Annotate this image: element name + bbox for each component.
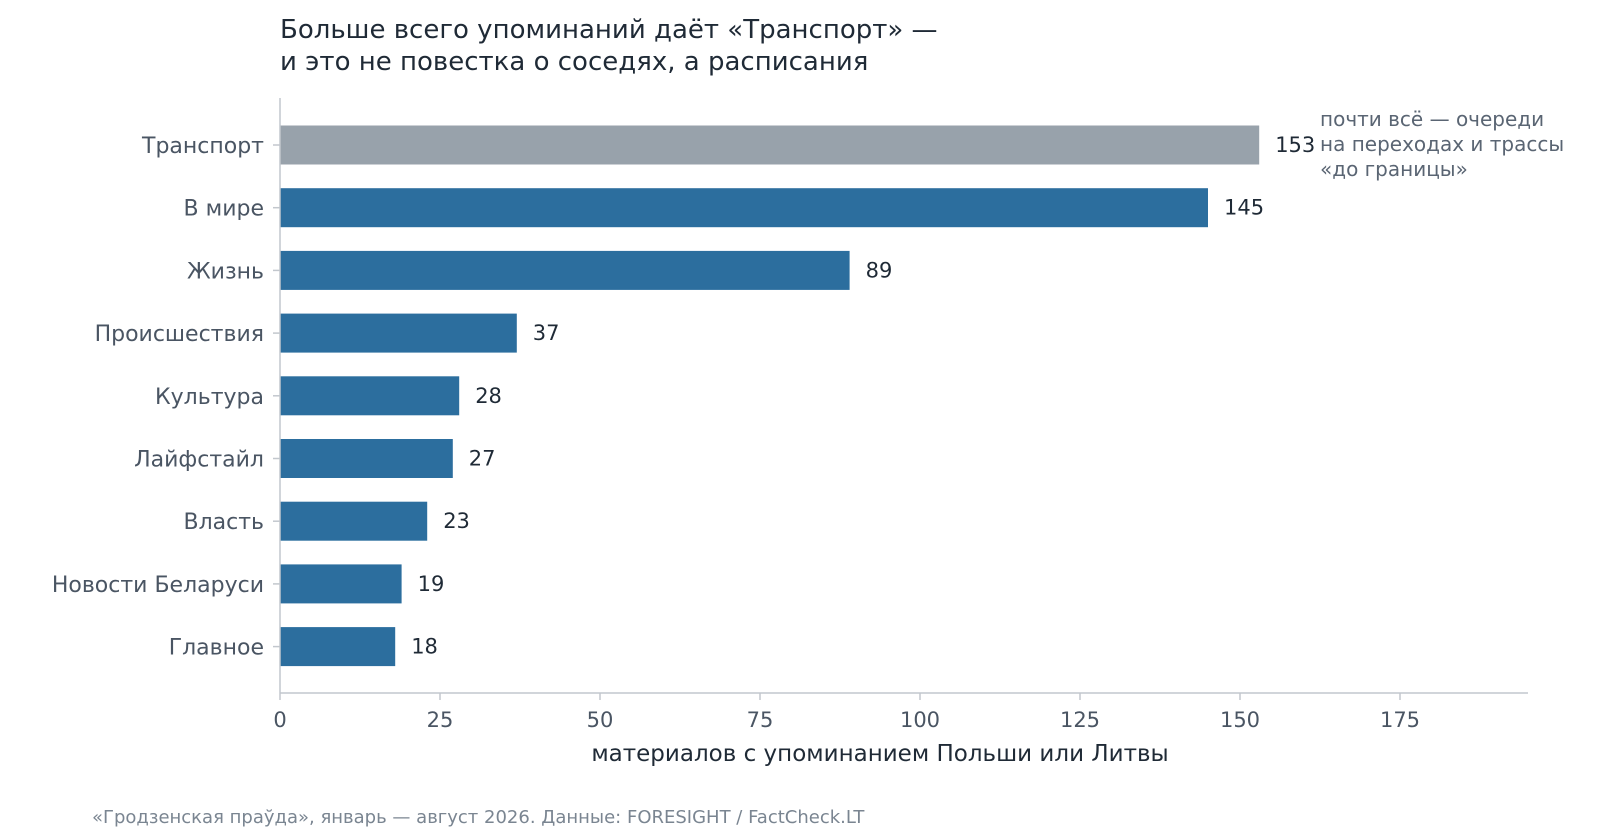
category-label-1: В мире bbox=[184, 197, 264, 222]
bar-7 bbox=[280, 564, 402, 604]
value-label-0: 153 bbox=[1275, 133, 1315, 157]
bar-8 bbox=[280, 627, 396, 667]
category-label-6: Власть bbox=[183, 510, 264, 535]
value-label-2: 89 bbox=[866, 258, 893, 282]
x-axis-ticks: 0 25 50 75 100 125 150 175 bbox=[273, 693, 1420, 732]
value-label-3: 37 bbox=[533, 321, 560, 345]
bar-4 bbox=[280, 376, 460, 416]
annotation-line-3: «до границы» bbox=[1320, 157, 1468, 181]
category-labels: Транспорт В мире Жизнь Происшествия Культура… bbox=[52, 134, 264, 661]
category-label-8: Главное bbox=[169, 636, 264, 661]
bar-3 bbox=[280, 313, 517, 353]
x-tick-label-0: 0 bbox=[273, 708, 286, 732]
bar-2 bbox=[280, 250, 850, 290]
value-label-1: 145 bbox=[1224, 196, 1264, 220]
category-label-4: Культура bbox=[155, 385, 264, 410]
value-label-8: 18 bbox=[411, 635, 438, 659]
bar-1 bbox=[280, 188, 1208, 228]
annotation: почти всё — очереди на переходах и трасс… bbox=[1320, 107, 1564, 181]
x-tick-label-3: 75 bbox=[747, 708, 774, 732]
chart-title-line-1: Больше всего упоминаний даёт «Транспорт»… bbox=[280, 15, 938, 45]
bar-6 bbox=[280, 501, 428, 541]
x-tick-label-6: 150 bbox=[1220, 708, 1260, 732]
x-tick-label-1: 25 bbox=[427, 708, 454, 732]
annotation-line-2: на переходах и трассы bbox=[1320, 132, 1564, 156]
x-tick-label-5: 125 bbox=[1060, 708, 1100, 732]
category-label-3: Происшествия bbox=[95, 322, 264, 347]
x-axis-label: материалов с упоминанием Польши или Литв… bbox=[591, 741, 1168, 767]
value-label-4: 28 bbox=[475, 384, 502, 408]
category-label-5: Лайфстайл bbox=[134, 448, 264, 473]
chart-title-line-2: и это не повестка о соседях, а расписани… bbox=[280, 47, 868, 77]
category-label-0: Транспорт bbox=[141, 134, 264, 159]
x-tick-label-4: 100 bbox=[900, 708, 940, 732]
value-label-6: 23 bbox=[443, 509, 470, 533]
category-label-7: Новости Беларуси bbox=[52, 573, 264, 598]
source-note: «Гродзенская праўда», январь — август 20… bbox=[92, 807, 865, 828]
axes bbox=[273, 98, 1528, 694]
value-label-5: 27 bbox=[469, 447, 496, 471]
x-tick-label-2: 50 bbox=[587, 708, 614, 732]
value-label-7: 19 bbox=[418, 572, 445, 596]
bar-5 bbox=[280, 439, 453, 478]
annotation-line-1: почти всё — очереди bbox=[1320, 107, 1544, 131]
bars-group bbox=[280, 125, 1260, 667]
category-label-2: Жизнь bbox=[187, 259, 264, 284]
value-labels: 153 145 89 37 28 27 23 19 18 bbox=[411, 133, 1315, 659]
bar-0 bbox=[280, 125, 1260, 165]
x-tick-label-7: 175 bbox=[1380, 708, 1420, 732]
chart-title: Больше всего упоминаний даёт «Транспорт»… bbox=[280, 15, 938, 77]
